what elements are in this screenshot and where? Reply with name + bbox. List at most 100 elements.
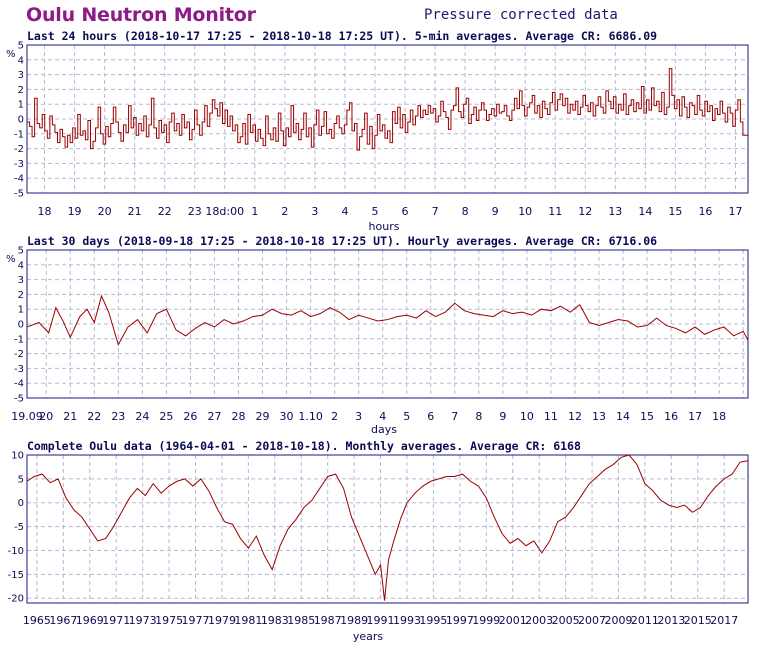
ytick-label: -10 — [8, 546, 24, 557]
ytick-label: -2 — [14, 349, 24, 360]
xtick-label: 11 — [544, 410, 558, 423]
xtick-label: 14 — [638, 205, 652, 218]
xtick-label: 1971 — [102, 614, 130, 627]
series-line-24h — [27, 68, 748, 151]
xtick-label: 17 — [728, 205, 742, 218]
xtick-label: 20 — [98, 205, 112, 218]
ytick-label: -15 — [8, 570, 24, 581]
xtick-label: 8 — [475, 410, 482, 423]
chart-title-24h: Last 24 hours (2018-10-17 17:25 - 2018-1… — [27, 29, 657, 43]
xtick-label: 12 — [568, 410, 582, 423]
xtick-label: 2007 — [578, 614, 606, 627]
xtick-label: 6 — [402, 205, 409, 218]
xtick-label: 2013 — [657, 614, 685, 627]
xtick-label: 26 — [183, 410, 197, 423]
xtick-label: 3 — [355, 410, 362, 423]
xtick-label: 13 — [608, 205, 622, 218]
xtick-label: 5 — [371, 205, 378, 218]
xtick-label: 1991 — [367, 614, 395, 627]
xtick-label: 1967 — [49, 614, 77, 627]
xtick-label: 1973 — [129, 614, 157, 627]
ytick-label: 0 — [18, 498, 24, 509]
ytick-label: 5 — [18, 474, 24, 485]
xtick-label: 23 — [188, 205, 202, 218]
xtick-label: 13 — [592, 410, 606, 423]
xtick-label: 4 — [341, 205, 348, 218]
xtick-label: 1965 — [23, 614, 51, 627]
xtick-label: 22 — [87, 410, 101, 423]
xtick-label: 11 — [548, 205, 562, 218]
xtick-label: 1985 — [287, 614, 315, 627]
ytick-label: 1 — [18, 305, 24, 316]
ytick-label: -3 — [14, 364, 24, 375]
xtick-label: 1977 — [182, 614, 210, 627]
ytick-label: 3 — [18, 70, 24, 81]
ytick-label: -20 — [8, 594, 24, 605]
xtick-label: 2005 — [552, 614, 580, 627]
xtick-label: 16 — [698, 205, 712, 218]
xtick-label: 22 — [158, 205, 172, 218]
xtick-label: 15 — [668, 205, 682, 218]
page-subtitle: Pressure corrected data — [424, 7, 618, 23]
xlabel-all: years — [353, 630, 384, 643]
plot-frame — [26, 249, 749, 399]
xtick-label: 9 — [492, 205, 499, 218]
xtick-label: 2009 — [604, 614, 632, 627]
ytick-label: 0 — [18, 115, 24, 126]
xtick-label: 2003 — [525, 614, 553, 627]
xtick-label: 1993 — [393, 614, 421, 627]
xtick-label: 18d:00 — [205, 205, 244, 218]
xtick-label: 1979 — [208, 614, 236, 627]
ytick-label: 5 — [18, 246, 24, 257]
xtick-label: 17 — [688, 410, 702, 423]
xtick-label: 1999 — [472, 614, 500, 627]
xtick-label: 2015 — [684, 614, 712, 627]
xtick-label: 23 — [111, 410, 125, 423]
panel-30d: Last 30 days (2018-09-18 17:25 - 2018-10… — [6, 234, 749, 436]
xtick-label: 15 — [640, 410, 654, 423]
xtick-label: 25 — [159, 410, 173, 423]
xtick-label: 10 — [520, 410, 534, 423]
xtick-label: 19 — [68, 205, 82, 218]
panel-all: Complete Oulu data (1964-04-01 - 2018-10… — [8, 439, 749, 643]
xtick-label: 30 — [280, 410, 294, 423]
ylabel-30d: % — [6, 254, 16, 265]
xtick-label: 24 — [135, 410, 149, 423]
ytick-label: 0 — [18, 320, 24, 331]
xtick-label: 27 — [207, 410, 221, 423]
series-line-30d — [26, 294, 749, 347]
xtick-label: 5 — [403, 410, 410, 423]
xtick-label: 2 — [281, 205, 288, 218]
xtick-label: 1969 — [76, 614, 104, 627]
ytick-label: -3 — [14, 159, 24, 170]
xtick-label: 8 — [462, 205, 469, 218]
ytick-label: 2 — [18, 85, 24, 96]
xtick-label: 1997 — [446, 614, 474, 627]
ytick-label: -1 — [14, 334, 24, 345]
xtick-label: 29 — [256, 410, 270, 423]
xtick-label: 4 — [379, 410, 386, 423]
xtick-label: 1983 — [261, 614, 289, 627]
xtick-label: 18 — [38, 205, 52, 218]
plot-frame — [26, 454, 749, 604]
ytick-label: 5 — [18, 41, 24, 52]
xtick-label: 20 — [39, 410, 53, 423]
xtick-label: 1981 — [234, 614, 262, 627]
page-title: Oulu Neutron Monitor — [26, 4, 256, 26]
ytick-label: -5 — [14, 189, 24, 200]
xtick-label: 2011 — [631, 614, 659, 627]
xtick-label: 1995 — [419, 614, 447, 627]
xtick-label: 1975 — [155, 614, 183, 627]
ytick-label: 2 — [18, 290, 24, 301]
xtick-label: 2 — [331, 410, 338, 423]
xtick-label: 1.10 — [298, 410, 323, 423]
ylabel-24h: % — [6, 49, 16, 60]
xtick-label: 16 — [664, 410, 678, 423]
ytick-label: 10 — [11, 451, 24, 462]
ytick-label: -5 — [14, 522, 24, 533]
xtick-label: 2001 — [499, 614, 527, 627]
series-line-all — [26, 454, 749, 601]
ytick-label: -5 — [14, 394, 24, 405]
ytick-label: 1 — [18, 100, 24, 111]
